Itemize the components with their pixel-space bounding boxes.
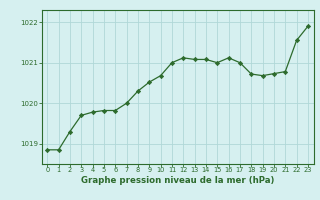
X-axis label: Graphe pression niveau de la mer (hPa): Graphe pression niveau de la mer (hPa) xyxy=(81,176,274,185)
